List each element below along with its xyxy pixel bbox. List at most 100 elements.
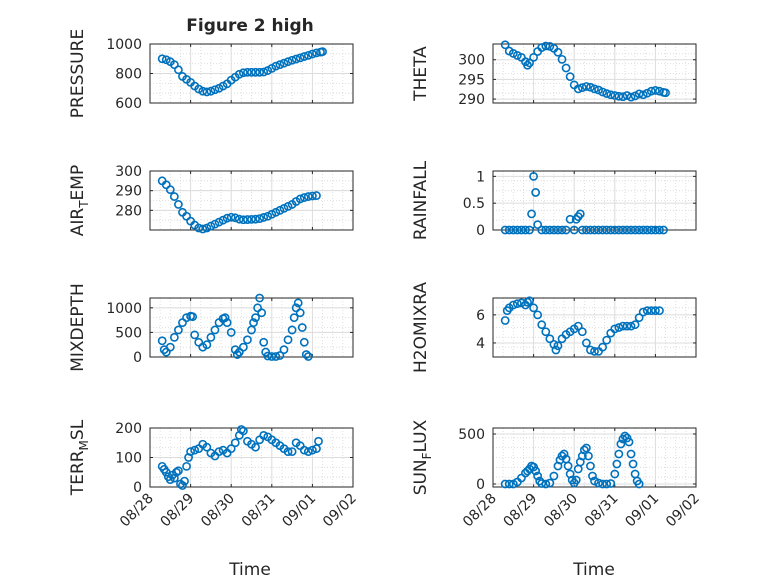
data-point <box>307 445 317 455</box>
data-point <box>238 426 248 436</box>
data-point <box>174 466 183 476</box>
data-point <box>165 185 175 195</box>
data-point <box>500 225 510 235</box>
y-tick-label: 500 <box>458 427 485 443</box>
y-axis-label: SUNFLUX <box>411 419 434 495</box>
x-tick-label: 08/29 <box>501 491 541 531</box>
data-point <box>537 225 547 235</box>
x-tick-label: 08/29 <box>158 491 198 531</box>
data-point <box>618 321 628 331</box>
data-point <box>194 223 204 233</box>
x-axis-label-right: Time <box>572 560 615 580</box>
data-point <box>551 345 561 355</box>
data-point <box>190 330 200 340</box>
y-tick-label: 295 <box>458 72 485 88</box>
data-point <box>220 313 230 323</box>
data-point <box>533 471 543 481</box>
data-point <box>508 225 518 235</box>
x-tick-label: 09/02 <box>663 491 703 531</box>
data-point <box>590 225 599 235</box>
data-point <box>620 431 630 441</box>
data-point <box>553 341 563 351</box>
y-tick-label: 300 <box>115 164 142 180</box>
data-point <box>525 58 534 68</box>
panel-air_temp: 280 290 300 AIRTEMP <box>68 164 354 236</box>
data-point <box>174 325 183 335</box>
y-axis-label: PRESSURE <box>68 29 88 118</box>
data-point <box>646 225 656 235</box>
data-point <box>529 52 538 62</box>
data-point <box>312 191 321 200</box>
data-point <box>186 447 195 456</box>
data-point <box>614 449 624 459</box>
data-point <box>622 321 632 331</box>
data-point <box>651 86 660 95</box>
data-point <box>190 445 200 455</box>
data-point <box>651 306 660 316</box>
data-point <box>529 303 538 313</box>
y-tick-label: 290 <box>458 92 485 108</box>
data-point <box>541 225 551 235</box>
data-point <box>523 60 532 70</box>
data-point <box>634 225 644 235</box>
data-point <box>255 293 265 303</box>
data-point <box>226 444 236 454</box>
data-point <box>293 298 303 308</box>
data-point <box>626 449 636 459</box>
data-point <box>533 220 543 230</box>
data-point <box>594 225 603 235</box>
data-point <box>618 92 628 102</box>
data-point <box>312 48 321 58</box>
axes-box <box>149 43 354 104</box>
data-point <box>557 54 567 64</box>
data-point <box>169 192 179 201</box>
data-point <box>259 67 269 77</box>
data-point <box>630 225 640 235</box>
data-point <box>257 308 267 318</box>
data-point <box>299 52 309 61</box>
x-tick-label: 09/01 <box>279 491 319 531</box>
data-point <box>614 323 624 332</box>
axes-box <box>149 170 354 231</box>
data-point <box>531 188 541 197</box>
x-tick-label: 08/28 <box>117 491 157 531</box>
x-tick-label: 08/31 <box>582 491 622 531</box>
x-tick-label: 08/30 <box>198 491 238 531</box>
x-axis-label-left: Time <box>228 560 271 580</box>
y-axis-label: TERRMSL <box>68 419 91 496</box>
y-tick-label: 300 <box>458 53 485 69</box>
panel-theta: 290 295 300 THETA <box>411 40 697 108</box>
data-point <box>182 313 191 323</box>
data-point <box>271 61 281 71</box>
figure-title: Figure 2 high <box>186 16 314 36</box>
data-point <box>180 476 189 486</box>
data-point <box>174 200 183 209</box>
data-point <box>624 437 634 447</box>
axes-box <box>492 43 697 104</box>
data-point <box>222 318 232 327</box>
data-point <box>618 225 628 235</box>
data-point <box>545 334 555 344</box>
data-point <box>234 214 244 224</box>
data-point <box>626 321 636 331</box>
y-tick-label: 500 <box>115 325 142 341</box>
y-tick-label: 6 <box>476 308 485 324</box>
data-point <box>598 87 608 97</box>
data-point <box>545 478 555 488</box>
data-point <box>594 478 603 488</box>
y-tick-label: 1 <box>476 169 485 185</box>
x-tick-label: 08/28 <box>460 491 500 531</box>
data-point <box>602 89 612 98</box>
data-point <box>622 225 632 235</box>
data-point <box>259 213 269 222</box>
data-point <box>559 449 569 459</box>
y-axis-label: RAINFALL <box>411 160 431 240</box>
data-point <box>247 214 256 224</box>
y-tick-label: 600 <box>115 96 142 112</box>
data-point <box>222 213 232 223</box>
data-point <box>549 339 559 349</box>
data-point <box>598 479 608 489</box>
data-point <box>259 337 269 347</box>
data-point <box>549 225 559 235</box>
